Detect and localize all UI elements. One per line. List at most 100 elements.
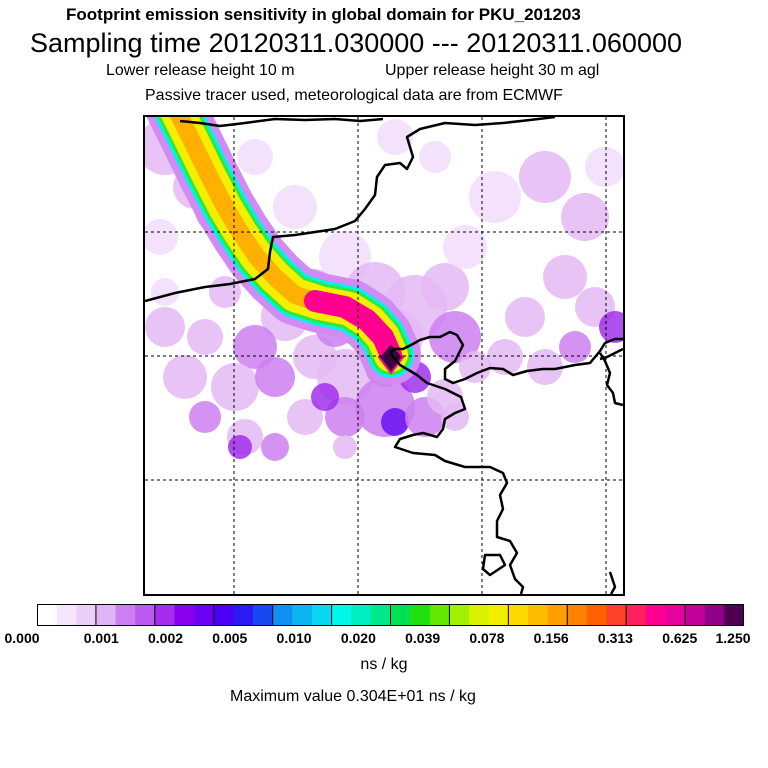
colorbar-swatch <box>56 604 77 626</box>
colorbar-swatch <box>547 604 568 626</box>
plume-band-magenta <box>304 290 402 366</box>
colorbar <box>37 604 744 626</box>
colorbar-swatch <box>724 604 744 626</box>
map-title: Footprint emission sensitivity in global… <box>66 5 581 24</box>
coastline <box>389 352 525 594</box>
sensitivity-patch <box>325 397 365 437</box>
colorbar-tick-label: 0.039 <box>405 630 441 646</box>
border-line <box>179 117 384 128</box>
sensitivity-patch <box>469 171 521 223</box>
colorbar-tick-label: 0.002 <box>148 630 184 646</box>
colorbar-swatch <box>645 604 667 626</box>
sensitivity-patch <box>459 351 491 383</box>
footprint-map <box>143 115 625 596</box>
sensitivity-patch <box>145 307 185 347</box>
colorbar-swatch <box>331 604 352 626</box>
colorbar-swatch <box>626 604 647 626</box>
sensitivity-patch <box>287 399 323 435</box>
map-canvas <box>145 117 623 594</box>
emission-plume <box>146 117 421 385</box>
sensitivity-patch <box>377 119 413 155</box>
sensitivity-patch <box>189 401 221 433</box>
colorbar-swatch <box>488 604 509 626</box>
colorbar-swatch <box>292 604 313 626</box>
colorbar-swatches <box>37 604 744 626</box>
coastline <box>599 347 623 361</box>
release-point-peak <box>377 341 405 375</box>
colorbar-swatch <box>253 604 274 626</box>
colorbar-swatch <box>351 604 372 626</box>
colorbar-swatch <box>665 604 686 626</box>
upper-release-height: Upper release height 30 m agl <box>385 62 600 79</box>
colorbar-swatch <box>685 604 706 626</box>
sensitivity-patch <box>228 435 252 459</box>
sensitivity-patch <box>561 193 609 241</box>
sensitivity-patch <box>333 435 357 459</box>
sensitivity-patch <box>261 433 289 461</box>
sensitivity-patch <box>209 276 241 308</box>
colorbar-swatch <box>606 604 627 626</box>
sensitivity-patch <box>273 185 317 229</box>
sensitivity-patch <box>443 225 487 269</box>
colorbar-swatch <box>311 604 333 626</box>
coastline <box>389 330 623 385</box>
tracer-note: Passive tracer used, meteorological data… <box>145 87 563 104</box>
colorbar-swatch <box>272 604 293 626</box>
sensitivity-patch <box>419 141 451 173</box>
colorbar-swatch <box>527 604 549 626</box>
sensitivity-patch <box>559 331 591 363</box>
colorbar-swatch <box>586 604 608 626</box>
sensitivity-patch <box>381 408 409 436</box>
colorbar-swatch <box>704 604 725 626</box>
sensitivity-patch <box>145 219 178 255</box>
sensitivity-patch <box>505 297 545 337</box>
colorbar-swatch <box>154 604 176 626</box>
coastline <box>481 553 507 577</box>
colorbar-swatch <box>174 604 195 626</box>
colorbar-swatch <box>37 604 58 626</box>
colorbar-tick-label: 0.000 <box>4 630 40 646</box>
sensitivity-patch <box>519 151 571 203</box>
colorbar-swatch <box>194 604 215 626</box>
sensitivity-patch <box>487 339 523 375</box>
sensitivity-patch <box>237 139 273 175</box>
lower-release-height: Lower release height 10 m <box>106 62 295 79</box>
graticule <box>145 117 623 594</box>
border-line <box>145 117 556 303</box>
sensitivity-patch <box>211 363 259 411</box>
sensitivity-patch <box>151 278 179 306</box>
colorbar-swatch <box>135 604 156 626</box>
sensitivity-patch <box>187 319 223 355</box>
colorbar-tick-label: 0.001 <box>83 630 119 646</box>
sensitivity-patch <box>527 349 563 385</box>
colorbar-tick-label: 0.078 <box>469 630 505 646</box>
colorbar-swatch <box>233 604 254 626</box>
colorbar-frame <box>37 604 744 626</box>
sensitivity-patch <box>163 355 207 399</box>
colorbar-swatch <box>370 604 392 626</box>
sensitivity-patch <box>429 311 481 363</box>
colorbar-swatch <box>508 604 529 626</box>
colorbar-swatch <box>429 604 451 626</box>
colorbar-swatch <box>76 604 97 626</box>
colorbar-swatch <box>390 604 411 626</box>
colorbar-swatch <box>449 604 470 626</box>
colorbar-tick-label: 0.020 <box>340 630 376 646</box>
sensitivity-patch <box>311 383 339 411</box>
sensitivity-patch <box>543 255 587 299</box>
colorbar-tick-label: 0.010 <box>276 630 312 646</box>
colorbar-tick-label: 0.625 <box>662 630 698 646</box>
sampling-time: Sampling time 20120311.030000 --- 201203… <box>30 28 682 58</box>
colorbar-swatch <box>95 604 117 626</box>
colorbar-tick-label: 0.313 <box>597 630 633 646</box>
colorbar-swatch <box>213 604 234 626</box>
sensitivity-patch <box>599 311 623 343</box>
colorbar-swatch <box>567 604 588 626</box>
sensitivity-patch <box>421 263 469 311</box>
colorbar-swatch <box>469 604 490 626</box>
coastline <box>598 352 623 407</box>
colorbar-tick-label: 1.250 <box>715 630 751 646</box>
sensitivity-patch <box>585 147 623 187</box>
sensitivity-patch <box>233 325 277 369</box>
maximum-value: Maximum value 0.304E+01 ns / kg <box>230 688 476 705</box>
